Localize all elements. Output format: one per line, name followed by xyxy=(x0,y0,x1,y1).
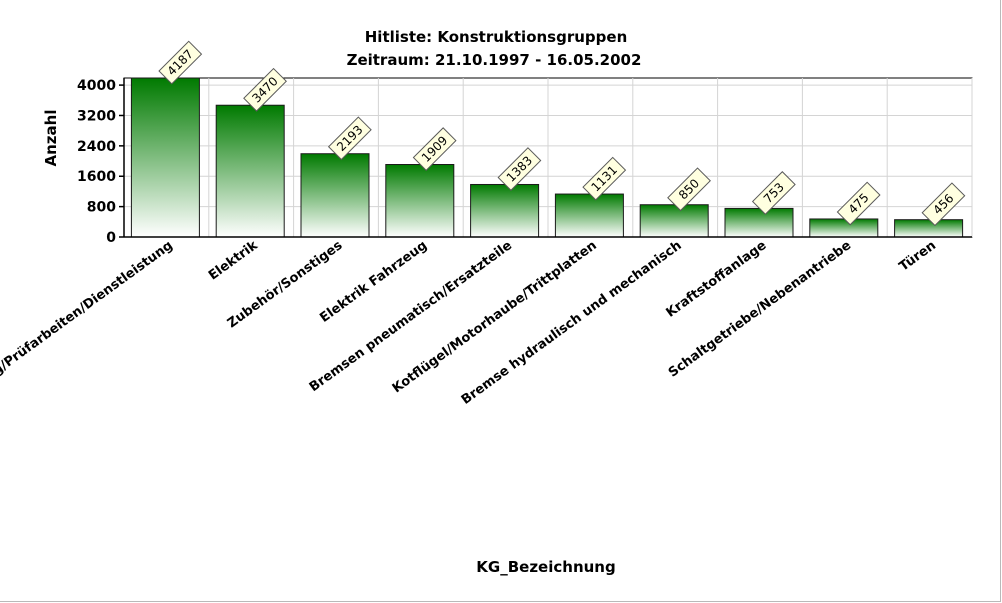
value-label-box xyxy=(158,40,203,85)
bar xyxy=(215,104,285,238)
bar xyxy=(894,219,964,238)
x-axis-label: KG_Bezeichnung xyxy=(476,558,615,576)
category-label: Schaltgetriebe/Nebenantriebe xyxy=(666,238,854,381)
value-label-box xyxy=(921,182,966,227)
value-label: 475 xyxy=(836,181,881,226)
axes xyxy=(119,78,972,238)
y-tick-label: 2400 xyxy=(77,139,116,155)
value-label: 1909 xyxy=(412,127,457,171)
y-tick-label: 1600 xyxy=(77,169,116,185)
bar xyxy=(554,193,624,238)
value-label-box xyxy=(243,67,287,112)
value-label: 3470 xyxy=(243,67,287,112)
value-label-box xyxy=(327,116,372,161)
value-label-box xyxy=(412,127,457,171)
value-label: 753 xyxy=(751,171,796,215)
bar xyxy=(470,183,540,238)
category-label: Elektrik xyxy=(206,238,261,284)
bar xyxy=(130,77,200,238)
y-tick-label: 800 xyxy=(87,200,116,216)
category-label: Wartung/Prüfarbeiten/Dienstleistung xyxy=(0,238,176,410)
category-labels: Wartung/Prüfarbeiten/Dienstleistung Elekt… xyxy=(0,238,939,410)
bar xyxy=(385,164,455,238)
chart-title: Hitliste: Konstruktionsgruppen xyxy=(365,28,628,46)
y-tick-label: 0 xyxy=(106,230,116,246)
bar xyxy=(809,218,879,238)
value-label: 1383 xyxy=(497,147,542,191)
bars xyxy=(130,77,964,238)
value-label: 4187 xyxy=(158,40,203,85)
chart-subtitle: Zeitraum: 21.10.1997 - 16.05.2002 xyxy=(347,51,642,69)
value-label-box xyxy=(582,156,627,201)
bar xyxy=(724,207,794,238)
value-label-box xyxy=(751,171,796,215)
y-tick-label: 3200 xyxy=(77,108,116,124)
bar xyxy=(639,204,709,238)
bar xyxy=(300,153,370,238)
y-axis-label: Anzahl xyxy=(42,110,60,167)
value-label-box xyxy=(497,147,542,191)
value-label-box xyxy=(667,167,711,212)
category-label: Türen xyxy=(897,238,939,274)
value-label: 456 xyxy=(921,182,966,227)
value-label-box xyxy=(836,181,881,226)
y-tick-label: 4000 xyxy=(77,78,116,94)
value-label: 850 xyxy=(667,167,711,212)
value-label: 1131 xyxy=(582,156,627,201)
value-label: 2193 xyxy=(327,116,372,161)
